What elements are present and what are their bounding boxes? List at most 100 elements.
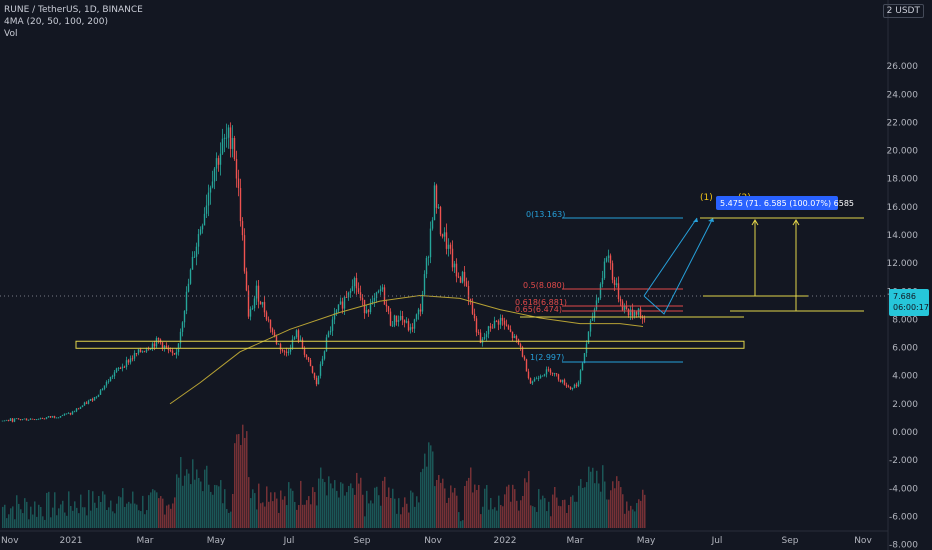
y-tick-label: -6.000 [889,512,918,522]
candle-body [361,297,364,300]
volume-bar [160,496,162,528]
volume-bar [90,510,92,528]
volume-bar [432,451,434,528]
volume-bar [502,506,504,528]
volume-bar [396,513,398,528]
volume-bar [632,509,634,528]
volume-bar [10,508,12,528]
candle-body [181,322,184,332]
candle-body [269,319,272,329]
volume-bar [194,479,196,528]
volume-bar [208,484,210,528]
candle-body [315,377,318,385]
volume-bar [266,486,268,528]
volume-bar [630,505,632,528]
candle-body [11,418,14,422]
volume-bar [320,467,322,528]
candle-body [127,360,130,363]
candle-body [215,158,218,169]
volume-bar [38,504,40,528]
volume-bar [234,443,236,528]
y-tick-label: 20.000 [887,147,919,157]
volume-bar [526,482,528,528]
candle-body [371,301,374,304]
volume-bar [296,509,298,528]
candle-body [303,348,306,355]
candle-body [551,372,554,374]
volume-bar [412,492,414,528]
volume-bar [504,494,506,528]
candle-body [461,271,464,283]
candle-body [309,359,312,367]
volume-bar [436,479,438,528]
volume-bar [26,501,28,528]
volume-bar [346,492,348,528]
candle-body [255,285,258,299]
volume-bar [96,507,98,528]
volume-bar [168,504,170,528]
candle-body [463,271,466,282]
candle-body [605,257,608,262]
candle-body [459,277,462,283]
candle-body [493,320,496,329]
candle-body [373,297,376,302]
volume-bar [344,495,346,528]
candle-body [163,345,166,349]
candle-body [597,297,600,301]
candle-body [267,319,270,321]
volume-bar [574,501,576,528]
volume-bar [206,465,208,528]
volume-bar [276,498,278,528]
volume-bar [118,496,120,528]
volume-bar [378,495,380,528]
candle-body [359,292,362,298]
candle-body [505,324,508,326]
candle-body [271,328,274,333]
candle-body [13,418,16,422]
volume-bar [602,465,604,528]
candle-body [433,185,436,221]
candle-body [503,320,506,325]
candle-body [231,138,234,149]
volume-bar [418,502,420,528]
candle-body [387,306,390,312]
candle-body [479,332,482,344]
candle-body [613,279,616,285]
volume-bar [462,520,464,528]
volume-bar [428,442,430,528]
volume-bar [596,470,598,528]
candle-body [491,327,494,329]
candle-body [603,261,606,279]
volume-bar [30,506,32,528]
volume-bar [214,484,216,528]
candle-body [69,412,72,415]
candle-body [435,185,438,208]
candle-body [37,419,40,420]
candle-body [367,310,370,313]
candle-body [285,351,288,353]
currency-badge[interactable]: 2 USDT [882,4,924,18]
candle-body [229,127,232,149]
volume-bar [598,483,600,528]
candle-body [595,300,598,310]
candle-body [629,309,632,316]
current-price-label: 7.686 [893,292,916,301]
volume-bar [64,512,66,528]
candle-body [321,358,324,365]
candle-body [67,412,70,414]
volume-bar [380,505,382,528]
candle-body [335,310,338,313]
volume-bar [400,514,402,528]
indicator-label: 4MA (20, 50, 100, 200) [4,17,108,27]
candle-body [9,418,12,421]
volume-bar [102,491,104,528]
candle-body [465,281,468,287]
x-tick-label: Mar [137,536,154,546]
candle-body [281,349,284,351]
candle-body [249,308,252,317]
candle-body [137,349,140,354]
volume-bar [260,503,262,528]
volume-bar [420,472,422,528]
